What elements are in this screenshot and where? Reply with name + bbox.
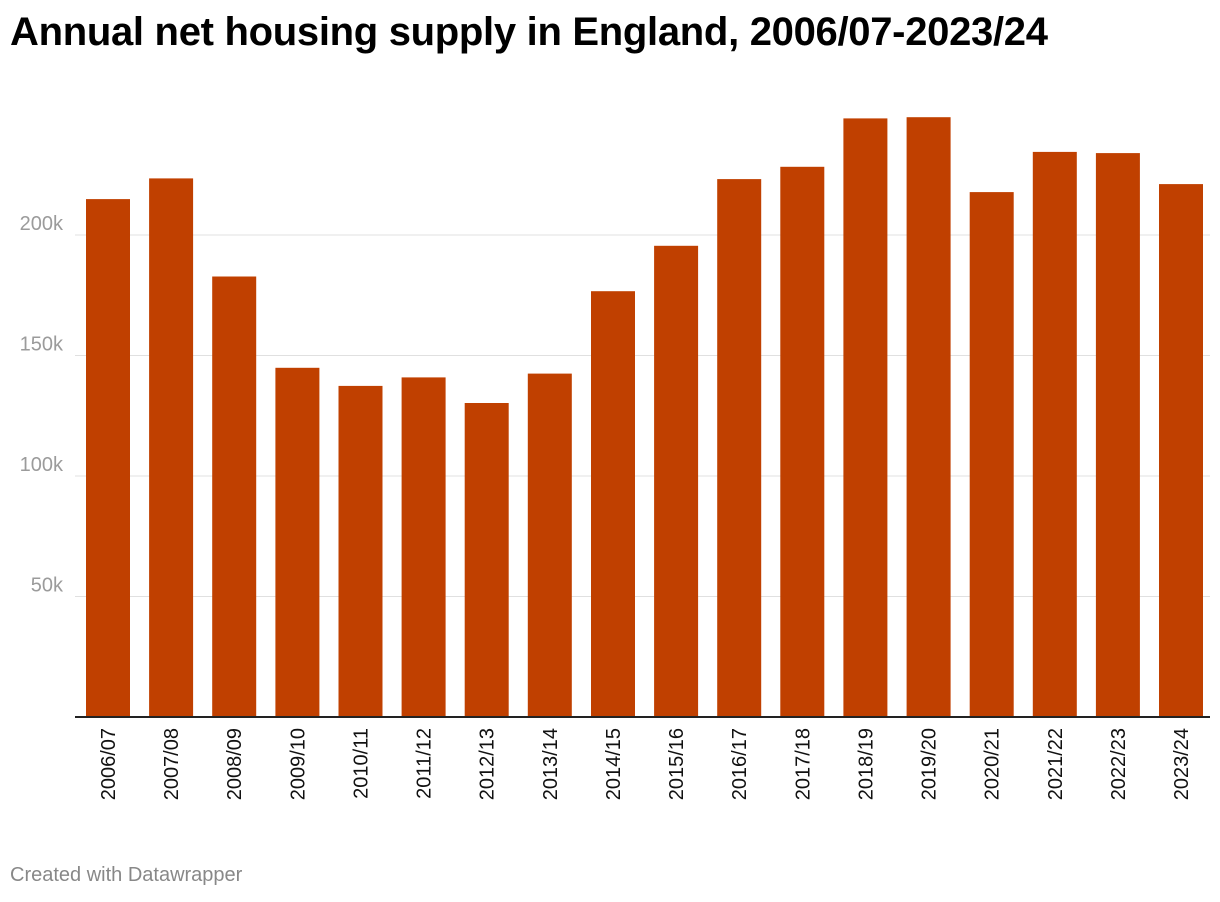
bar xyxy=(338,385,383,717)
x-tick-label: 2010/11 xyxy=(350,728,372,799)
bar xyxy=(275,367,320,717)
x-tick-label: 2022/23 xyxy=(1108,728,1130,800)
bar xyxy=(1159,184,1203,718)
bar xyxy=(843,118,888,717)
bar xyxy=(969,192,1014,718)
x-tick-label: 2009/10 xyxy=(287,728,309,800)
x-tick-label: 2020/21 xyxy=(982,728,1004,800)
x-tick-label: 2023/24 xyxy=(1171,728,1193,800)
x-axis-labels: 2006/07 2007/08 2008/09 2009/10 2010/11 2011/… xyxy=(98,728,1193,800)
x-tick-label: 2016/17 xyxy=(729,728,751,800)
y-tick-label: 200k xyxy=(20,213,64,235)
chart-title: Annual net housing supply in England, 20… xyxy=(10,10,1048,54)
x-tick-label: 2015/16 xyxy=(666,728,688,800)
bar xyxy=(906,117,951,717)
bar xyxy=(591,291,635,717)
gridlines xyxy=(75,234,1210,597)
x-tick-label: 2011/12 xyxy=(414,728,436,799)
x-tick-label: 2019/20 xyxy=(919,728,941,800)
bar xyxy=(86,199,130,718)
x-tick-label: 2014/15 xyxy=(603,728,625,800)
bar xyxy=(1032,151,1077,717)
x-tick-label: 2021/22 xyxy=(1045,728,1067,800)
bar xyxy=(401,377,446,717)
x-tick-label: 2012/13 xyxy=(477,728,499,800)
bar xyxy=(1095,153,1140,718)
x-tick-label: 2017/18 xyxy=(792,728,814,800)
x-tick-label: 2008/09 xyxy=(224,728,246,800)
bars xyxy=(86,117,1203,718)
x-tick-label: 2018/19 xyxy=(855,728,877,800)
bar xyxy=(464,403,509,717)
bar xyxy=(654,245,699,718)
x-tick-label: 2006/07 xyxy=(98,728,120,800)
y-tick-label: 100k xyxy=(20,454,64,476)
bar xyxy=(149,178,194,717)
bar xyxy=(212,276,257,717)
y-axis-ticks: 50k 100k 150k 200k xyxy=(20,213,64,597)
y-tick-label: 150k xyxy=(20,334,64,356)
y-tick-label: 50k xyxy=(31,575,64,597)
bar xyxy=(527,373,572,717)
bar xyxy=(780,166,825,718)
footer-credit: Created with Datawrapper xyxy=(10,864,243,886)
x-tick-label: 2007/08 xyxy=(161,728,183,800)
bar xyxy=(717,179,762,718)
x-tick-label: 2013/14 xyxy=(540,728,562,800)
